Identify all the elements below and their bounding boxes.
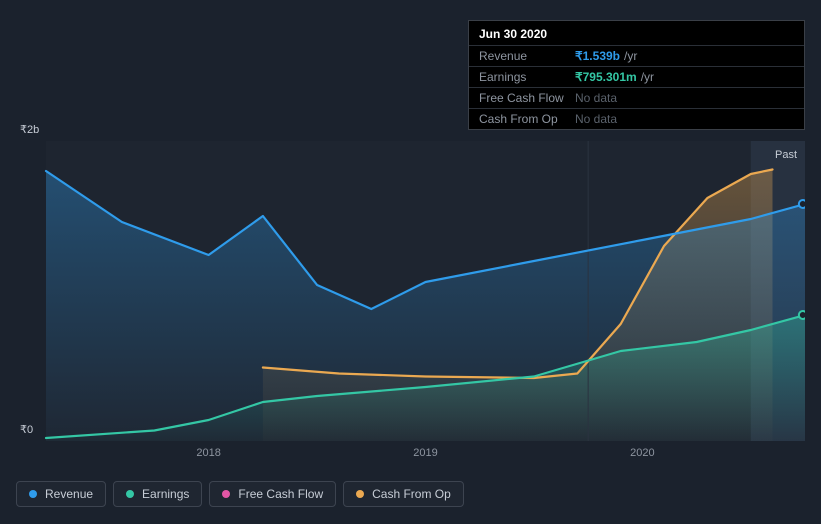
legend-item-earnings[interactable]: Earnings — [113, 481, 202, 507]
chart-tooltip: Jun 30 2020 Revenue₹1.539b/yrEarnings₹79… — [468, 20, 805, 130]
tooltip-row-label: Earnings — [479, 70, 575, 84]
legend-item-cash-from-op[interactable]: Cash From Op — [343, 481, 464, 507]
legend-label: Revenue — [45, 487, 93, 501]
financials-chart[interactable]: Past — [16, 141, 805, 441]
tooltip-row-label: Free Cash Flow — [479, 91, 575, 105]
tooltip-row: Free Cash FlowNo data — [469, 87, 804, 108]
y-tick-top: ₹2b — [20, 123, 39, 136]
tooltip-date: Jun 30 2020 — [469, 21, 804, 45]
legend-label: Earnings — [142, 487, 189, 501]
tooltip-row: Earnings₹795.301m/yr — [469, 66, 804, 87]
x-axis: 2018 2019 2020 — [16, 447, 805, 463]
tooltip-row-value: ₹1.539b — [575, 49, 620, 63]
tooltip-row-value: ₹795.301m — [575, 70, 637, 84]
tooltip-row-label: Cash From Op — [479, 112, 575, 126]
tooltip-row: Revenue₹1.539b/yr — [469, 45, 804, 66]
x-tick: 2019 — [413, 447, 437, 459]
past-label: Past — [775, 149, 797, 161]
legend-label: Cash From Op — [372, 487, 451, 501]
legend-item-revenue[interactable]: Revenue — [16, 481, 106, 507]
legend-swatch — [29, 490, 37, 498]
tooltip-row-unit: /yr — [624, 49, 637, 63]
legend-swatch — [126, 490, 134, 498]
legend: Revenue Earnings Free Cash Flow Cash From O… — [16, 481, 464, 507]
tooltip-row-nodata: No data — [575, 91, 617, 105]
x-tick: 2020 — [630, 447, 654, 459]
legend-item-free-cash-flow[interactable]: Free Cash Flow — [209, 481, 336, 507]
legend-swatch — [356, 490, 364, 498]
tooltip-row-unit: /yr — [641, 70, 654, 84]
tooltip-row-label: Revenue — [479, 49, 575, 63]
legend-label: Free Cash Flow — [238, 487, 323, 501]
legend-swatch — [222, 490, 230, 498]
tooltip-row: Cash From OpNo data — [469, 108, 804, 129]
x-tick: 2018 — [196, 447, 220, 459]
tooltip-row-nodata: No data — [575, 112, 617, 126]
